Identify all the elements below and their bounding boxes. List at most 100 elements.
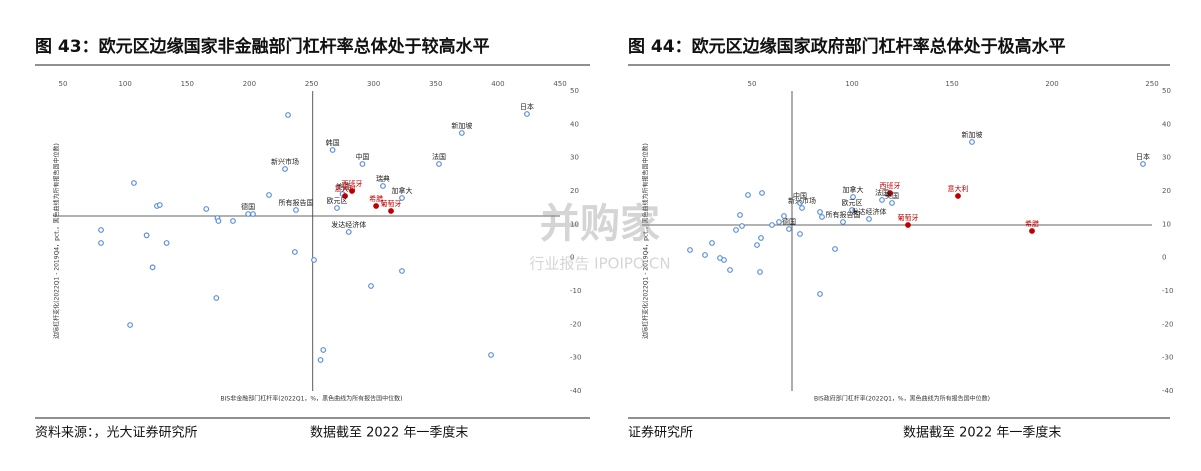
point: [131, 180, 137, 186]
point: [817, 209, 823, 215]
point: [817, 291, 823, 297]
point-label: 意大利: [948, 184, 969, 193]
point-label: 瑞典: [376, 174, 390, 183]
y-tick-label: -10: [570, 287, 581, 295]
y-tick-label: 30: [570, 154, 579, 162]
point-label: 葡萄牙: [381, 199, 402, 208]
point: [127, 322, 133, 328]
point-label: 所有报告国: [278, 198, 313, 207]
source: 证券研究所: [628, 425, 693, 441]
point: [311, 257, 317, 263]
point: [143, 232, 150, 239]
y-tick-label: -30: [570, 354, 581, 362]
point: [203, 206, 210, 212]
point: [887, 190, 893, 196]
y-tick-label: 30: [1162, 154, 1171, 162]
point-label: 美国: [336, 182, 350, 191]
point: [349, 188, 355, 194]
y-tick-label: 20: [1162, 187, 1171, 195]
point: [388, 208, 394, 214]
point-label: 中国: [355, 152, 369, 161]
point: [215, 218, 222, 224]
point-label: 加拿大: [843, 185, 864, 194]
point-label: 新加坡: [962, 130, 983, 139]
point: [776, 219, 782, 225]
point: [769, 222, 775, 228]
y-tick-label: 50: [1162, 87, 1171, 95]
y-tick-label: 20: [570, 187, 579, 195]
point-label: 美国: [885, 191, 899, 200]
point: [832, 246, 838, 252]
source: 资料来源：，光大证券研究所: [35, 425, 198, 441]
point: [709, 240, 715, 246]
point-label: 新兴市场: [271, 157, 299, 166]
point: [733, 227, 739, 233]
point-label: 发达经济体: [331, 220, 366, 229]
point: [797, 200, 803, 206]
point: [98, 240, 104, 246]
point: [399, 268, 405, 274]
x-tick-label: 450: [553, 80, 566, 88]
x-tick-label: 250: [1145, 80, 1158, 88]
point: [291, 249, 298, 255]
point: [399, 195, 405, 201]
y-tick-label: 50: [570, 87, 579, 95]
point: [320, 347, 327, 353]
point: [245, 211, 252, 217]
point-label: 意大利: [335, 184, 356, 193]
point: [879, 197, 885, 203]
point-label: 中国: [793, 191, 807, 200]
y-tick-label: 40: [570, 120, 579, 128]
point-label: 新加坡: [451, 121, 472, 130]
point: [786, 226, 792, 232]
point: [488, 352, 494, 358]
point-label: 德国: [241, 202, 255, 211]
point-label: 希腊: [369, 194, 383, 203]
point: [436, 161, 442, 167]
point-label: 欧元区: [326, 196, 347, 205]
note: 数据截至 2022 年一季度末: [903, 425, 1061, 441]
point-label: 西班牙: [342, 179, 363, 188]
x-tick-label: 400: [491, 80, 504, 88]
y-tick-label: -40: [1162, 387, 1173, 395]
x-tick-label: 150: [945, 80, 958, 88]
x-tick-label: 100: [845, 80, 858, 88]
point: [266, 192, 272, 198]
point-label: 葡萄牙: [898, 213, 919, 222]
point: [213, 295, 220, 301]
point: [758, 235, 764, 241]
point: [1029, 228, 1035, 234]
x-tick-label: 200: [243, 80, 256, 88]
point-label: 德国: [782, 217, 796, 226]
point: [373, 203, 380, 209]
y-tick-label: 10: [1162, 220, 1171, 228]
point: [702, 252, 708, 258]
x-tick-label: 100: [118, 80, 131, 88]
point: [359, 161, 366, 167]
y-tick-label: -30: [1162, 354, 1173, 362]
y-tick-label: 40: [1162, 120, 1171, 128]
x-axis-title: BIS政府部门杠杆率(2022Q1，%，黑色曲线为所有报告国中位数): [814, 395, 990, 403]
point: [739, 223, 745, 229]
y-tick-label: 0: [1162, 254, 1166, 262]
point: [721, 257, 727, 263]
point: [819, 214, 825, 220]
point-label: 加拿大: [391, 186, 412, 195]
point: [850, 194, 856, 200]
point: [282, 166, 288, 172]
point: [329, 147, 336, 153]
point: [889, 200, 895, 206]
x-tick-label: 350: [429, 80, 442, 88]
y-tick-label: -20: [570, 320, 581, 328]
point: [840, 219, 846, 225]
point: [781, 213, 787, 219]
point: [149, 264, 156, 271]
note: 数据截至 2022 年一季度末: [310, 425, 468, 441]
point: [334, 205, 340, 211]
chart-title: 图 44：欧元区边缘国家政府部门杠杆率总体处于极高水平: [628, 36, 1066, 57]
x-tick-label: 250: [305, 80, 318, 88]
point: [293, 207, 299, 213]
y-tick-label: -40: [570, 387, 581, 395]
point: [98, 227, 104, 233]
